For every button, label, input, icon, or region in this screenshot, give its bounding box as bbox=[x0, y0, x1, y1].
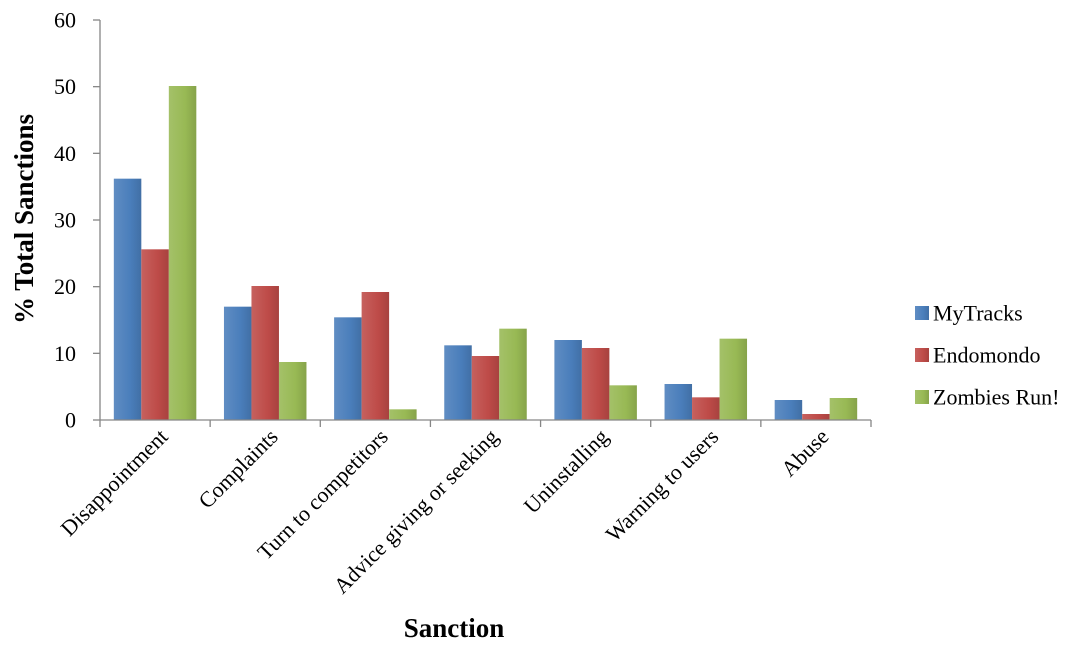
x-axis-title: Sanction bbox=[404, 613, 505, 643]
bar-endomondo-3 bbox=[361, 292, 390, 420]
bar-endomondo-6 bbox=[692, 397, 720, 420]
bar-mytracks-5 bbox=[554, 340, 582, 420]
bar-endomondo-2 bbox=[251, 286, 279, 420]
bar-mytracks-4 bbox=[444, 345, 472, 420]
bar-zombies-run-6 bbox=[719, 338, 748, 420]
axes-layer bbox=[93, 19, 872, 427]
bar-endomondo-4 bbox=[471, 356, 500, 420]
bar-mytracks-7 bbox=[774, 400, 803, 420]
bar-zombies-run-7 bbox=[829, 398, 858, 420]
x-tick-label: Uninstalling bbox=[519, 424, 614, 519]
y-tick-label: 10 bbox=[54, 341, 76, 366]
bar-zombies-run-4 bbox=[499, 328, 527, 420]
y-tick-label: 60 bbox=[54, 8, 76, 33]
legend-label: Endomondo bbox=[933, 343, 1041, 368]
y-axis-title: % Total Sanctions bbox=[9, 114, 39, 324]
y-tick-label: 40 bbox=[54, 141, 76, 166]
x-tick-label: Warning to users bbox=[601, 424, 724, 547]
bar-mytracks-2 bbox=[223, 306, 252, 420]
bar-mytracks-6 bbox=[664, 384, 693, 420]
bar-endomondo-1 bbox=[141, 249, 169, 420]
y-tick-label: 30 bbox=[54, 208, 76, 233]
x-tick-label: Abuse bbox=[776, 424, 833, 481]
bar-mytracks-1 bbox=[113, 178, 142, 420]
y-tick-label: 0 bbox=[65, 408, 76, 433]
bars-layer bbox=[113, 86, 858, 420]
legend-swatch bbox=[915, 306, 929, 320]
legend-swatch bbox=[915, 390, 929, 404]
x-tick-label: Complaints bbox=[193, 424, 282, 513]
bar-mytracks-3 bbox=[334, 317, 362, 420]
bar-zombies-run-5 bbox=[609, 385, 637, 420]
legend: MyTracks Endomondo Zombies Run! bbox=[915, 301, 1060, 410]
x-tick-label: Disappointment bbox=[56, 424, 173, 541]
bar-endomondo-5 bbox=[581, 348, 610, 420]
legend-swatch bbox=[915, 348, 929, 362]
bar-zombies-run-1 bbox=[168, 86, 197, 420]
y-tick-label: 20 bbox=[54, 274, 76, 299]
legend-label: Zombies Run! bbox=[933, 385, 1060, 410]
legend-label: MyTracks bbox=[933, 301, 1023, 326]
y-tick-label: 50 bbox=[54, 74, 76, 99]
bar-zombies-run-3 bbox=[389, 409, 417, 420]
bar-zombies-run-2 bbox=[278, 362, 307, 420]
bar-endomondo-7 bbox=[802, 414, 830, 420]
